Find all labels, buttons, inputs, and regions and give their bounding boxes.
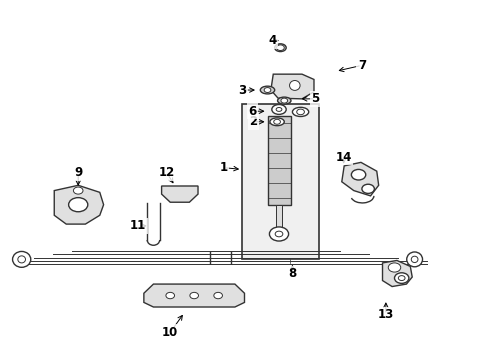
Ellipse shape [269,118,284,126]
Ellipse shape [289,81,300,90]
Bar [275,205,282,240]
Text: 6: 6 [247,105,256,118]
Ellipse shape [276,108,281,111]
Circle shape [361,184,374,193]
Ellipse shape [18,256,25,263]
Text: 12: 12 [159,166,175,179]
Circle shape [275,231,282,237]
Ellipse shape [292,107,308,117]
Text: 13: 13 [377,308,393,321]
Ellipse shape [274,44,285,51]
Ellipse shape [260,86,274,94]
Text: 9: 9 [74,166,82,179]
Text: 11: 11 [130,219,146,232]
Text: 10: 10 [162,326,178,339]
Circle shape [68,198,88,212]
Bar [267,116,290,205]
Polygon shape [270,74,313,99]
Circle shape [269,227,288,241]
Circle shape [213,292,222,299]
Circle shape [165,292,174,299]
Polygon shape [341,162,378,196]
Text: 2: 2 [248,115,257,128]
Polygon shape [382,260,411,287]
Text: 7: 7 [357,59,365,72]
Ellipse shape [277,97,290,104]
Polygon shape [143,284,244,307]
Polygon shape [161,186,198,202]
Ellipse shape [410,256,417,262]
Text: 4: 4 [267,34,276,47]
Circle shape [387,263,400,272]
Circle shape [264,87,270,93]
Circle shape [280,98,287,103]
Text: 1: 1 [219,161,227,174]
Circle shape [351,170,365,180]
Circle shape [273,119,280,124]
Text: 5: 5 [311,93,319,105]
Polygon shape [54,185,103,224]
Bar [242,104,318,259]
Circle shape [398,276,404,280]
Circle shape [73,187,83,194]
Ellipse shape [406,252,422,267]
Text: 8: 8 [288,267,296,280]
Circle shape [394,273,408,283]
Text: 3: 3 [238,84,245,96]
Circle shape [276,45,284,50]
Circle shape [189,292,198,299]
Ellipse shape [13,251,31,267]
Text: 14: 14 [335,150,351,163]
Circle shape [296,109,304,115]
Ellipse shape [271,104,285,114]
